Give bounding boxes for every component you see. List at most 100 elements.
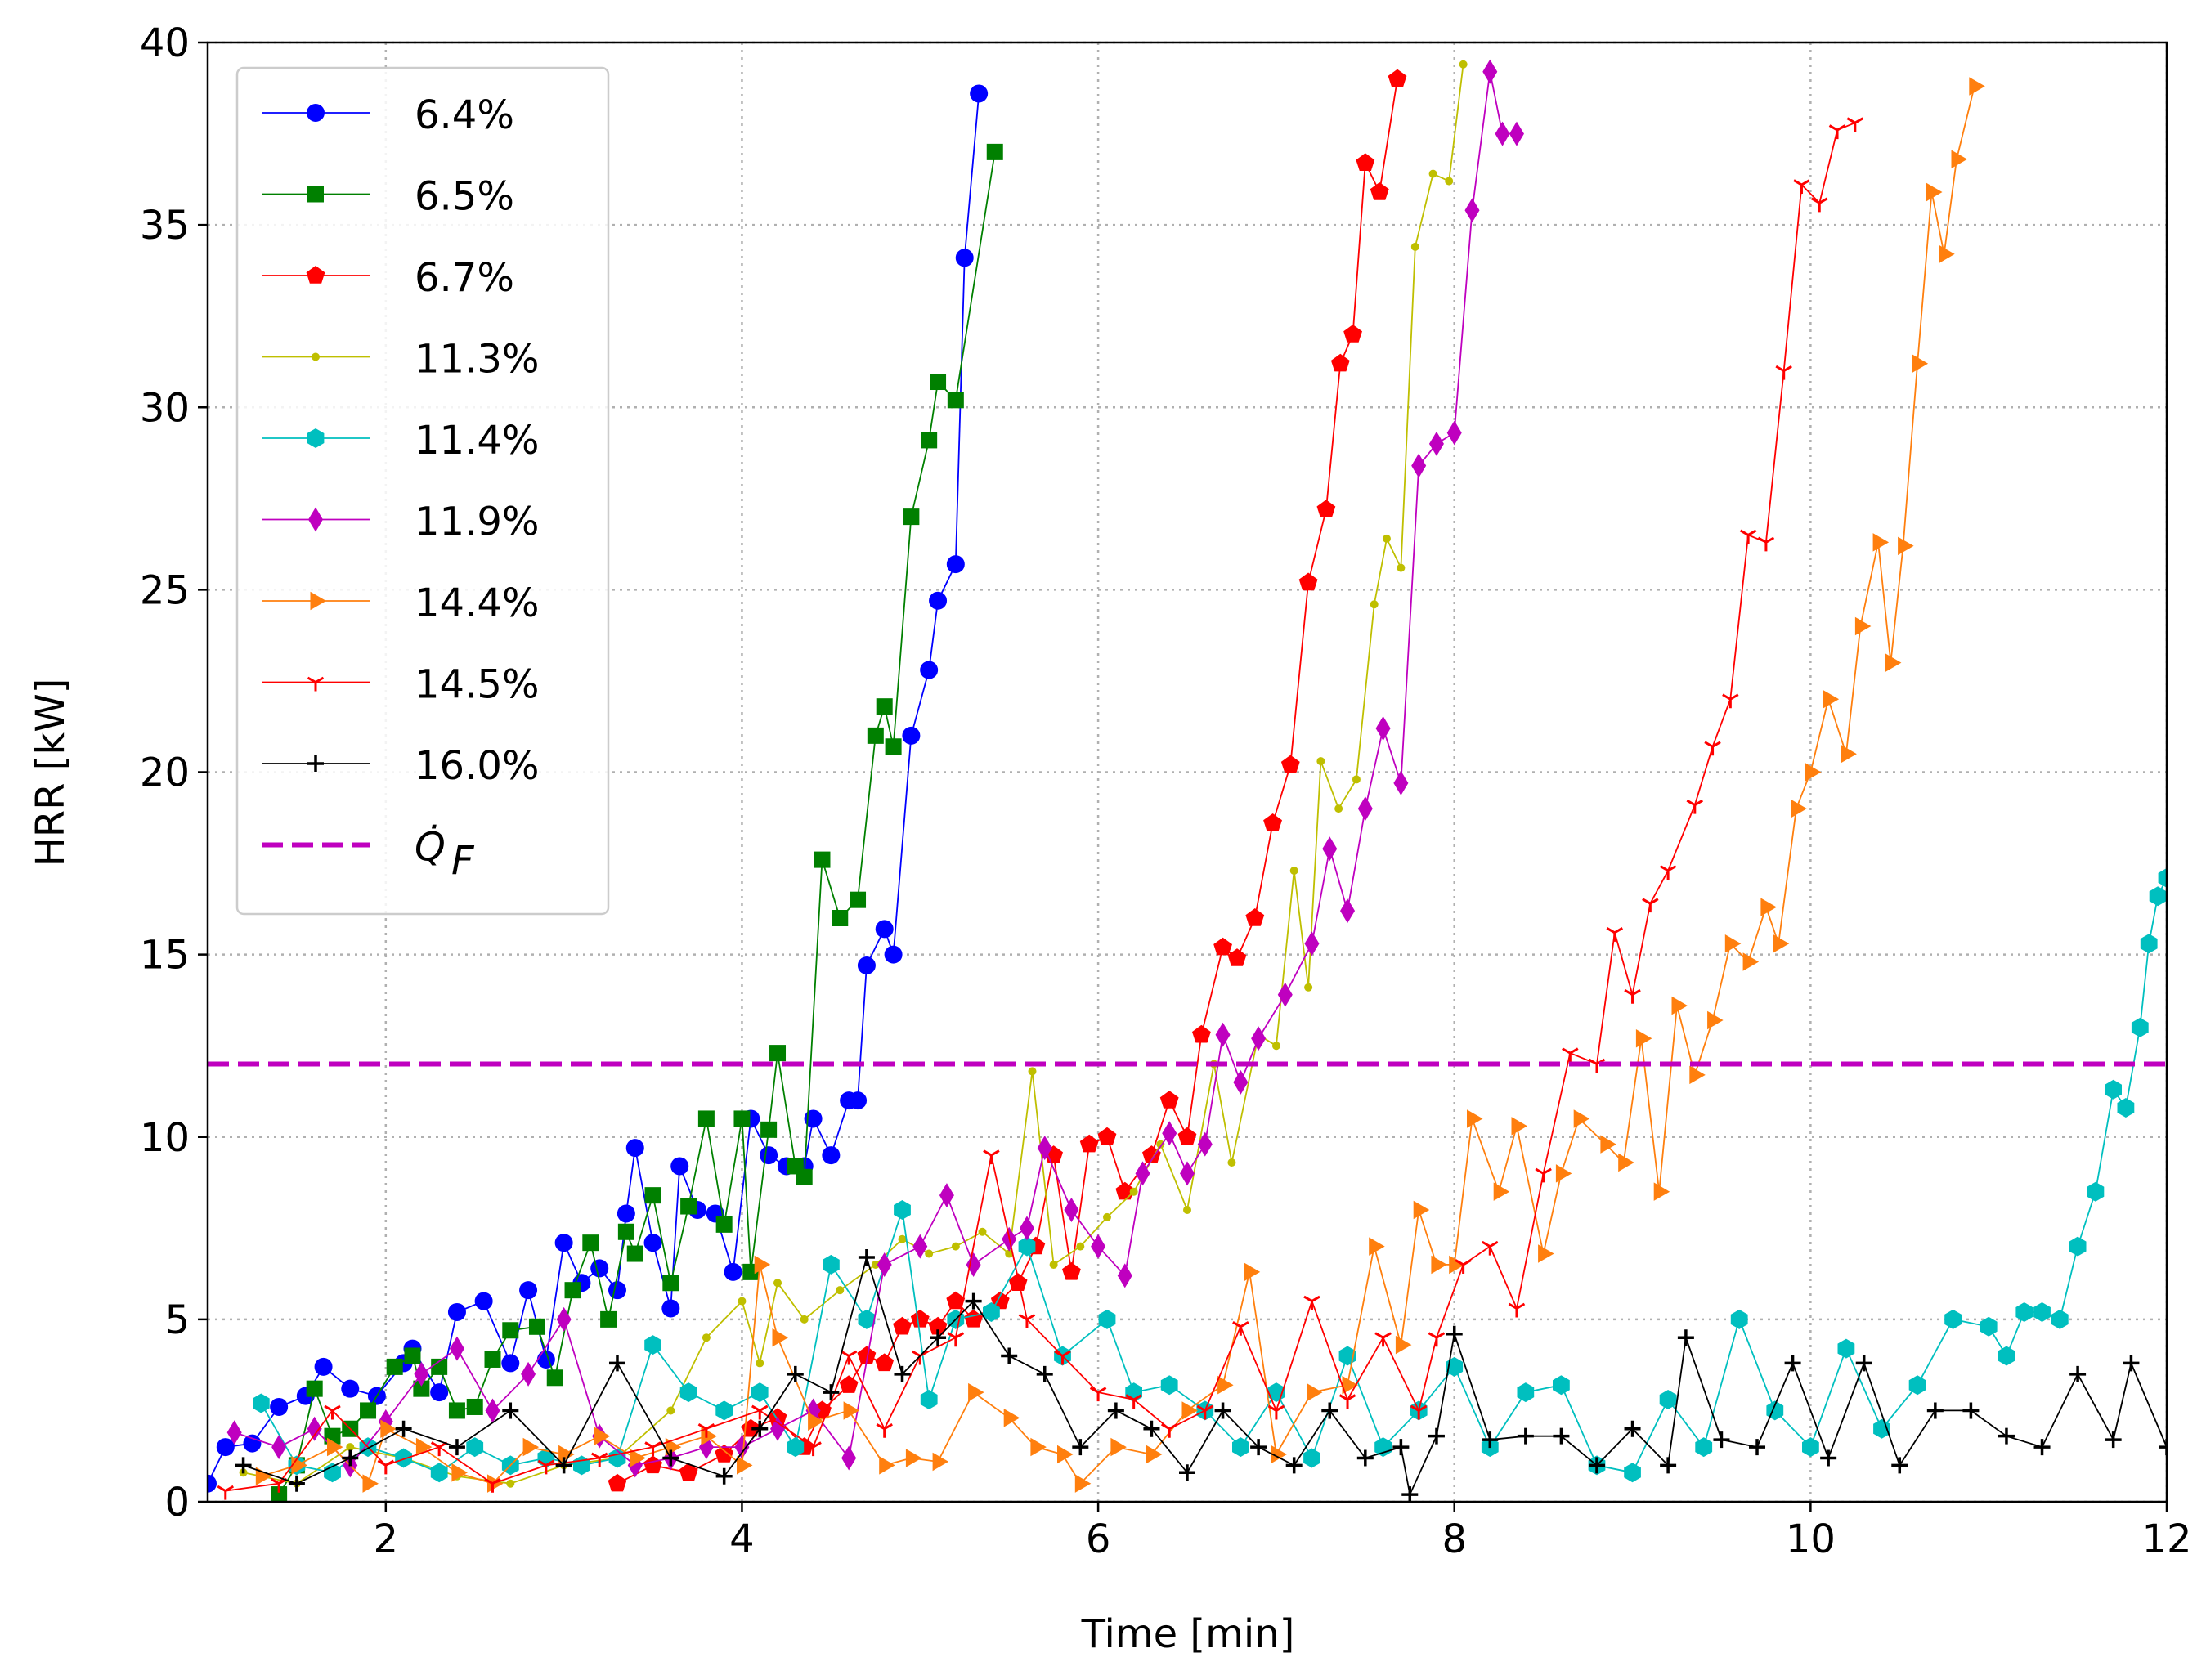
marker [594, 1427, 611, 1445]
marker [1775, 365, 1792, 380]
marker [894, 1200, 911, 1220]
marker [697, 1110, 715, 1127]
marker [555, 1457, 572, 1474]
marker [307, 1416, 322, 1441]
marker [362, 1474, 379, 1493]
marker [447, 1302, 466, 1321]
marker [1854, 616, 1872, 636]
marker [2117, 1098, 2135, 1118]
marker [1618, 1153, 1634, 1172]
marker [1054, 1350, 1071, 1365]
marker [1885, 653, 1902, 672]
marker [666, 1406, 675, 1415]
marker [1057, 1445, 1074, 1464]
marker [626, 1245, 643, 1262]
marker [404, 1347, 421, 1364]
marker [395, 1448, 412, 1468]
marker [800, 1315, 809, 1324]
marker [342, 1449, 359, 1467]
legend-label: 6.7% [415, 255, 514, 301]
marker [1482, 1431, 1499, 1449]
marker [414, 1361, 429, 1387]
marker [271, 1486, 288, 1502]
marker [1036, 1365, 1053, 1382]
marker [243, 1434, 262, 1453]
marker [1395, 1335, 1412, 1355]
y-tick-label: 30 [140, 385, 190, 431]
marker [1089, 1387, 1107, 1402]
marker [930, 374, 947, 391]
marker [1392, 1439, 1410, 1456]
marker [946, 555, 965, 574]
marker [546, 1369, 563, 1387]
marker [912, 1350, 929, 1365]
marker [1467, 1109, 1483, 1128]
marker [1493, 1182, 1510, 1201]
marker [879, 1456, 895, 1475]
marker [1413, 1200, 1430, 1220]
marker [522, 1437, 540, 1457]
marker [1298, 572, 1318, 591]
legend-label: 11.4% [415, 418, 539, 464]
marker [1410, 1404, 1428, 1420]
marker [556, 1306, 572, 1332]
marker [760, 1146, 778, 1165]
x-tick-label: 6 [1086, 1516, 1111, 1562]
marker [1162, 1121, 1177, 1146]
marker [1455, 1259, 1472, 1274]
marker [978, 1227, 987, 1236]
marker [1926, 1402, 1944, 1419]
marker [1962, 1402, 1980, 1419]
marker [484, 1351, 501, 1368]
marker [1724, 934, 1742, 953]
marker [1076, 1242, 1085, 1251]
marker [1160, 1422, 1178, 1438]
marker [1159, 1091, 1179, 1109]
x-tick-label: 8 [1442, 1516, 1467, 1562]
marker [929, 591, 948, 610]
marker [1411, 453, 1427, 478]
marker [733, 1110, 751, 1127]
marker [823, 1384, 840, 1401]
marker [1280, 755, 1300, 773]
marker [894, 1365, 911, 1382]
marker [1227, 1158, 1236, 1167]
marker [554, 1234, 573, 1252]
marker [876, 1422, 893, 1438]
marker [1330, 353, 1350, 372]
marker [839, 1375, 859, 1393]
marker [466, 1398, 483, 1415]
marker [876, 698, 893, 715]
marker [217, 1485, 235, 1500]
x-axis-label: Time [min] [1081, 1611, 1295, 1657]
marker [448, 1439, 465, 1456]
marker [1018, 1236, 1036, 1257]
marker [1722, 693, 1739, 709]
marker [1606, 927, 1624, 942]
marker [625, 1139, 644, 1158]
marker [1671, 996, 1688, 1015]
marker [270, 1397, 289, 1416]
marker [1553, 1427, 1570, 1445]
marker [928, 1316, 948, 1335]
marker [1388, 69, 1407, 87]
marker [910, 1309, 930, 1328]
marker [966, 1252, 981, 1277]
marker [630, 1449, 646, 1467]
marker [1192, 1024, 1211, 1043]
marker [1316, 500, 1336, 517]
marker [617, 1204, 635, 1223]
marker [1143, 1420, 1160, 1437]
marker [905, 1449, 922, 1467]
marker [930, 1329, 947, 1346]
marker [1410, 242, 1419, 251]
marker [582, 1234, 599, 1252]
marker [772, 1328, 788, 1347]
marker [386, 1358, 403, 1375]
marker [1156, 1140, 1165, 1149]
marker [307, 676, 325, 692]
marker [590, 1452, 608, 1467]
marker [925, 1249, 934, 1258]
marker [1160, 1375, 1178, 1396]
marker [1873, 1418, 1890, 1439]
